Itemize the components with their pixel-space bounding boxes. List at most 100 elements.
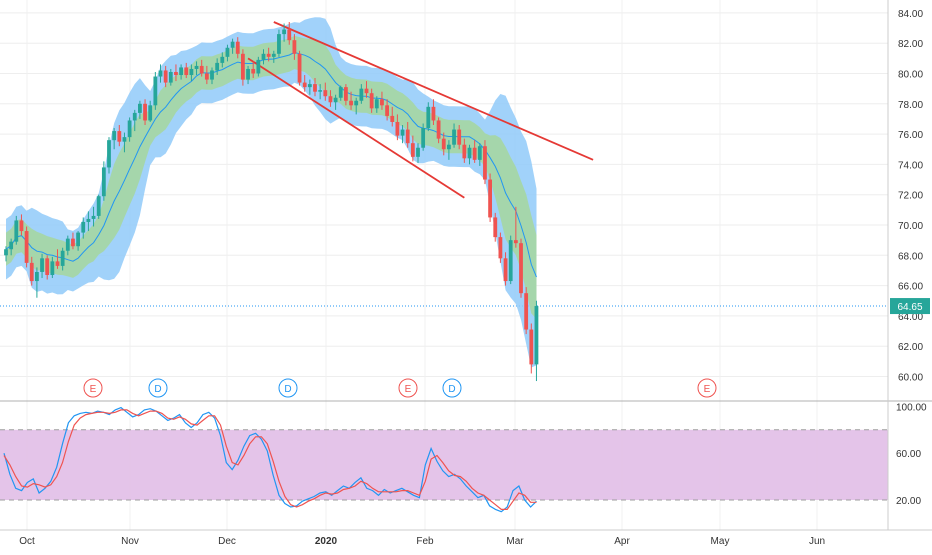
y-tick-label-9: 78.00 — [898, 100, 923, 111]
candle-52 — [271, 50, 276, 63]
candle-body — [251, 68, 256, 74]
x-tick-label-8: Jun — [809, 536, 825, 547]
candle-63 — [328, 90, 333, 107]
event-marker-label: E — [405, 384, 412, 395]
candles — [4, 21, 539, 382]
candle-body — [431, 106, 436, 121]
candle-45 — [235, 37, 240, 59]
candle-body — [29, 262, 34, 282]
candle-body — [282, 29, 286, 35]
osc-y-tick-label-0: 20.00 — [896, 496, 921, 507]
candle-body — [333, 97, 338, 103]
candle-body — [174, 71, 178, 76]
candle-body — [179, 67, 183, 76]
y-tick-label-4: 68.00 — [898, 251, 923, 262]
candle-body — [194, 65, 199, 69]
candle-40 — [210, 67, 214, 85]
candle-body — [493, 217, 498, 238]
candle-64 — [333, 94, 338, 110]
candle-body — [235, 41, 240, 54]
candle-body — [4, 249, 8, 256]
candle-body — [534, 306, 539, 365]
oscillator-pane — [0, 406, 888, 513]
candle-74 — [385, 99, 389, 121]
osc-y-tick-label-2: 100.00 — [896, 402, 927, 413]
candle-body — [359, 88, 364, 101]
candle-68 — [354, 97, 359, 115]
candle-20 — [107, 137, 111, 174]
candle-body — [40, 258, 44, 272]
y-tick-label-11: 82.00 — [898, 39, 923, 50]
event-marker-label: D — [154, 384, 161, 395]
candle-62 — [323, 82, 328, 101]
candle-body — [503, 258, 508, 282]
candle-body — [101, 167, 106, 197]
candle-71 — [369, 88, 374, 113]
event-marker-e: E — [83, 378, 103, 398]
last-price-tag: 64.65 — [890, 298, 930, 315]
candle-103 — [534, 300, 539, 382]
candle-73 — [380, 91, 384, 110]
candle-17 — [91, 206, 96, 227]
candle-body — [313, 84, 317, 92]
middle-band-line — [5, 51, 537, 278]
candle-79 — [410, 135, 415, 162]
candle-102 — [529, 323, 534, 374]
candle-55 — [287, 21, 292, 45]
event-marker-circle — [148, 378, 168, 398]
candle-body — [138, 103, 142, 113]
candle-body — [246, 68, 250, 80]
candle-body — [24, 231, 29, 263]
candle-body — [277, 34, 281, 54]
x-tick-label-3: 2020 — [315, 536, 338, 547]
candle-3 — [19, 214, 24, 236]
candle-body — [374, 99, 379, 109]
candle-101 — [524, 287, 529, 335]
y-tick-label-7: 74.00 — [898, 160, 923, 171]
candle-body — [210, 70, 214, 80]
candle-27 — [143, 99, 147, 126]
candle-body — [323, 90, 328, 97]
candle-18 — [96, 194, 101, 219]
candle-body — [472, 147, 477, 160]
candle-22 — [117, 125, 122, 147]
candle-47 — [246, 65, 250, 85]
candle-9 — [50, 256, 55, 279]
candle-body — [132, 112, 137, 121]
candle-86 — [447, 140, 451, 160]
candle-body — [441, 138, 446, 150]
candle-body — [452, 129, 456, 145]
candle-19 — [101, 161, 106, 201]
x-tick-label-2: Dec — [218, 536, 236, 547]
event-marker-circle — [442, 378, 462, 398]
candle-body — [55, 261, 60, 266]
candle-96 — [498, 232, 503, 263]
candle-body — [488, 179, 492, 218]
candle-body — [153, 76, 158, 106]
candle-59 — [307, 79, 312, 95]
candle-body — [215, 62, 220, 71]
candle-body — [385, 105, 389, 116]
candle-body — [426, 106, 431, 129]
candle-body — [96, 196, 101, 216]
candle-body — [395, 121, 400, 136]
candle-26 — [138, 100, 142, 119]
candle-body — [199, 65, 204, 74]
candle-98 — [508, 235, 513, 285]
candle-body — [529, 329, 534, 365]
candle-100 — [519, 238, 523, 298]
candle-body — [416, 147, 420, 157]
candle-42 — [220, 52, 225, 68]
event-marker-label: D — [448, 384, 455, 395]
candle-81 — [421, 123, 426, 151]
candle-body — [76, 232, 80, 247]
candle-30 — [158, 64, 163, 83]
candle-body — [328, 96, 333, 103]
candle-41 — [215, 58, 220, 76]
event-marker-circle — [278, 378, 298, 398]
candle-body — [261, 53, 266, 60]
inner-band — [6, 35, 537, 320]
